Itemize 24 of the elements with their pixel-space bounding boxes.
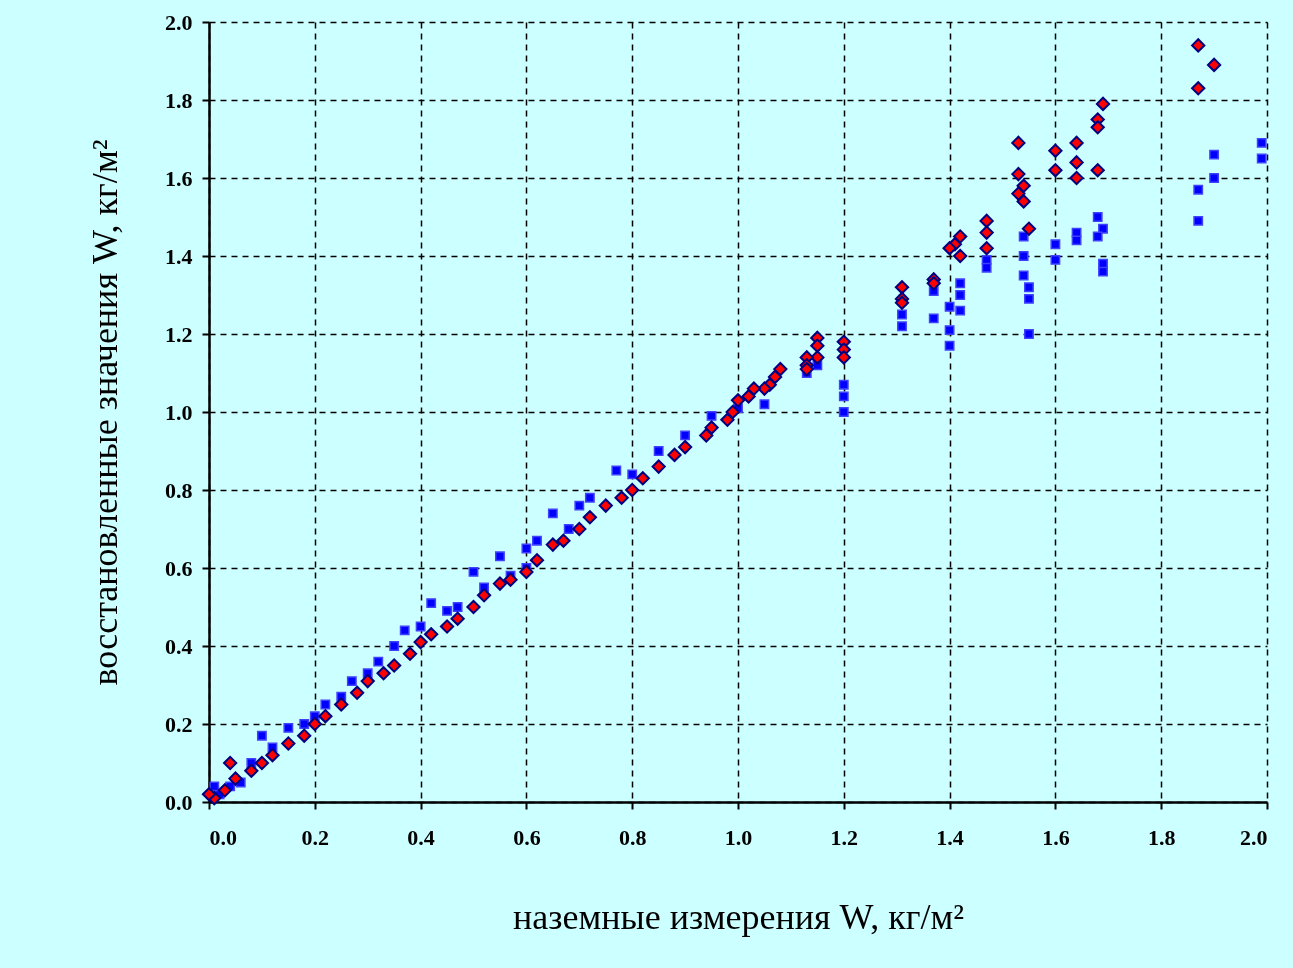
x-tick-label: 2.0 <box>1240 824 1268 850</box>
x-tick-label: 0.4 <box>407 824 435 850</box>
x-tick-label: 0.0 <box>209 824 237 850</box>
x-tick-label: 0.6 <box>513 824 541 850</box>
x-tick-label: 1.4 <box>936 824 964 850</box>
y-tick-label: 1.8 <box>165 87 193 113</box>
y-tick-label: 1.0 <box>165 399 193 425</box>
x-tick-label: 1.2 <box>830 824 859 850</box>
y-tick-label: 0.0 <box>165 789 193 815</box>
x-tick-label: 0.8 <box>618 824 647 850</box>
y-tick-label: 2.0 <box>165 9 193 35</box>
y-tick-label: 0.8 <box>165 477 193 503</box>
x-tick-label: 1.8 <box>1147 824 1176 850</box>
x-tick-label: 1.0 <box>724 824 753 850</box>
y-tick-label: 1.4 <box>165 243 193 269</box>
y-tick-label: 1.6 <box>165 165 193 191</box>
y-tick-label: 0.4 <box>165 633 193 659</box>
x-tick-label: 0.2 <box>301 824 330 850</box>
y-tick-label: 0.6 <box>165 555 193 581</box>
y-tick-label: 0.2 <box>165 711 193 737</box>
x-tick-label: 1.6 <box>1042 824 1070 850</box>
x-axis-title: наземные измерения W, кг/м² <box>513 896 964 937</box>
y-axis-title: восстановленные значения W, кг/м² <box>85 139 125 686</box>
y-tick-label: 1.2 <box>165 321 193 347</box>
